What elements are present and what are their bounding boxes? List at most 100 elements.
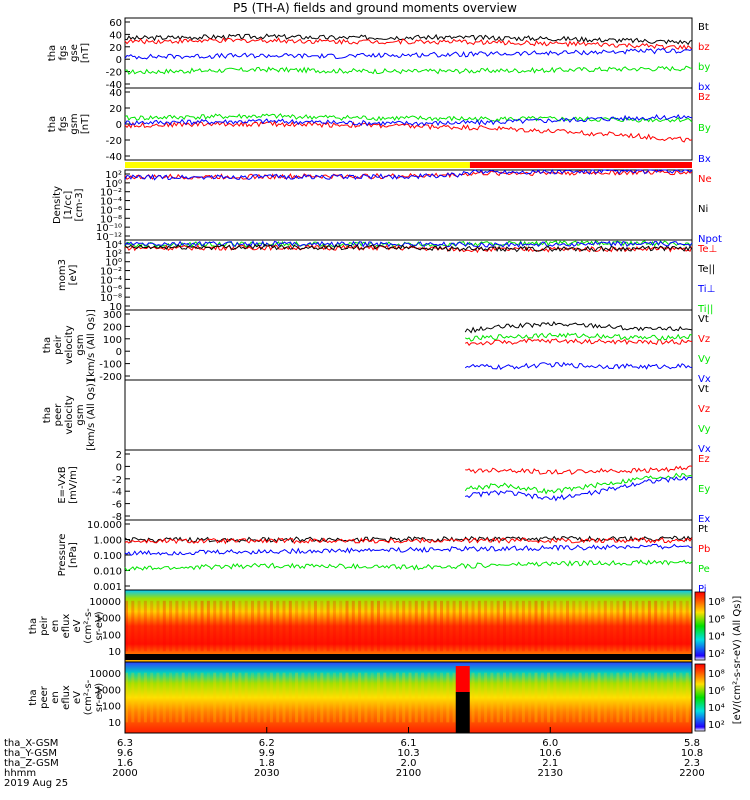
heatmap-stripe <box>251 600 254 652</box>
heatmap-stripe <box>143 600 147 652</box>
ylabel-line: eflux <box>61 614 72 639</box>
heatmap-stripe <box>471 600 475 652</box>
ylabel-line: velocity <box>64 395 75 434</box>
heatmap-stripe <box>269 672 273 723</box>
heatmap-peer_en_eflux <box>125 662 692 733</box>
panel-frame <box>124 379 693 451</box>
colorbar-tick: 10⁸ <box>708 669 725 680</box>
footer-value: 2100 <box>396 768 421 779</box>
heatmap-stripe <box>452 672 456 723</box>
footer-row-label: tha_X-GSM <box>4 738 58 749</box>
heatmap-stripe <box>534 672 538 723</box>
heatmap-stripe <box>553 672 557 723</box>
colorbar-tick: 10² <box>708 649 725 660</box>
series-Ex <box>465 475 693 502</box>
heatmap-stripe <box>515 600 519 652</box>
heatmap-stripe <box>364 600 368 652</box>
heatmap-stripe <box>654 600 658 652</box>
heatmap-stripe <box>547 672 551 723</box>
heatmap-stripe <box>181 600 185 652</box>
heatmap-stripe <box>232 672 236 723</box>
heatmap-peir_en_eflux <box>125 590 692 662</box>
heatmap-stripe <box>395 600 399 652</box>
panel-frame <box>124 169 693 241</box>
ytick-label: 10⁻⁸ <box>100 293 122 304</box>
heatmap-stripe <box>591 600 595 652</box>
legend-bx: bx <box>698 82 710 93</box>
ytick-label: 0 <box>116 347 122 358</box>
heatmap-stripe <box>194 600 198 652</box>
heatmap-stripe <box>414 672 418 723</box>
ylabel-line: Density <box>52 186 63 224</box>
ytick-label: 10 <box>108 718 121 729</box>
heatmap-stripe <box>490 672 494 723</box>
heatmap-stripe <box>484 672 488 723</box>
ylabel-line: (cm²-s- <box>83 679 94 715</box>
heatmap-stripe <box>276 600 280 652</box>
ylabel-line: tha <box>28 618 39 634</box>
heatmap-stripe <box>263 672 267 723</box>
series-Ne <box>124 169 693 180</box>
heatmap-stripe <box>131 600 135 652</box>
heatmap-stripe <box>169 600 173 652</box>
panel-density: 10²10⁰10⁻²10⁻⁴10⁻⁶10⁻⁸10⁻¹⁰10⁻¹²Density[… <box>52 168 722 245</box>
heatmap-stripe <box>377 672 380 723</box>
heatmap-stripe <box>213 672 217 723</box>
heatmap-stripe <box>402 600 406 652</box>
footer-value: 10.6 <box>539 748 561 759</box>
footer-value: 6.2 <box>259 738 275 749</box>
legend-By: By <box>698 123 711 134</box>
heatmap-stripe <box>540 672 544 723</box>
heatmap-stripe <box>282 672 286 723</box>
ylabel-line: [nT] <box>80 43 91 63</box>
series-bx <box>124 48 693 60</box>
series-Vy <box>464 332 693 342</box>
series-Pe <box>124 559 693 572</box>
ylabel-line: eV <box>72 619 83 632</box>
panel-frame <box>124 17 693 89</box>
ytick-label: 1000 <box>96 614 121 625</box>
ytick-label: -200 <box>99 372 122 383</box>
status-bar-red <box>469 162 692 168</box>
ytick-label: 300 <box>103 310 122 321</box>
legend-Ni: Ni <box>698 204 708 215</box>
heatmap-stripe <box>421 600 425 652</box>
heatmap-stripe <box>647 600 651 652</box>
footer-value: 10.3 <box>397 748 419 759</box>
legend-Vy: Vy <box>698 424 711 435</box>
heatmap-stripe <box>509 600 513 652</box>
ytick-label: 0 <box>116 120 122 131</box>
series-Vz <box>464 338 693 346</box>
ytick-label: -6 <box>112 500 122 511</box>
heatmap-stripe <box>421 672 425 723</box>
ylabel-line: gsm <box>69 113 80 134</box>
heatmap-stripe <box>345 600 349 652</box>
colorbar-tick: 10⁴ <box>708 632 725 643</box>
ytick-label: 0 <box>116 55 122 66</box>
heatmap-stripe <box>584 600 588 652</box>
series-Ez <box>465 465 693 475</box>
heatmap-stripe <box>465 600 469 652</box>
ytick-label: 10⁰ <box>105 179 122 190</box>
ylabel-line: eV <box>72 691 83 704</box>
heatmap-stripe <box>553 600 557 652</box>
heatmap-stripe <box>257 600 261 652</box>
ylabel-line: eflux <box>61 685 72 710</box>
heatmap-stripe <box>332 600 336 652</box>
ytick-label: 0.001 <box>93 582 122 593</box>
heatmap-stripe <box>150 672 154 723</box>
heatmap-stripe <box>351 672 355 723</box>
heatmap-stripe <box>206 600 210 652</box>
heatmap-stripe <box>641 672 645 723</box>
panel-pressure: 10.000 1.000 0.100 0.010 0.001 Pressure [nPa] P… <box>57 519 710 595</box>
heatmap-stripe <box>320 672 324 723</box>
heatmap-stripe <box>339 672 343 723</box>
heatmap-stripe <box>125 600 128 652</box>
heatmap-stripe <box>156 672 160 723</box>
heatmap-stripe <box>440 672 443 723</box>
series-Bx <box>124 113 693 127</box>
heatmap-stripe <box>358 600 362 652</box>
heatmap-stripe <box>679 672 683 723</box>
heatmap-stripe <box>162 600 166 652</box>
